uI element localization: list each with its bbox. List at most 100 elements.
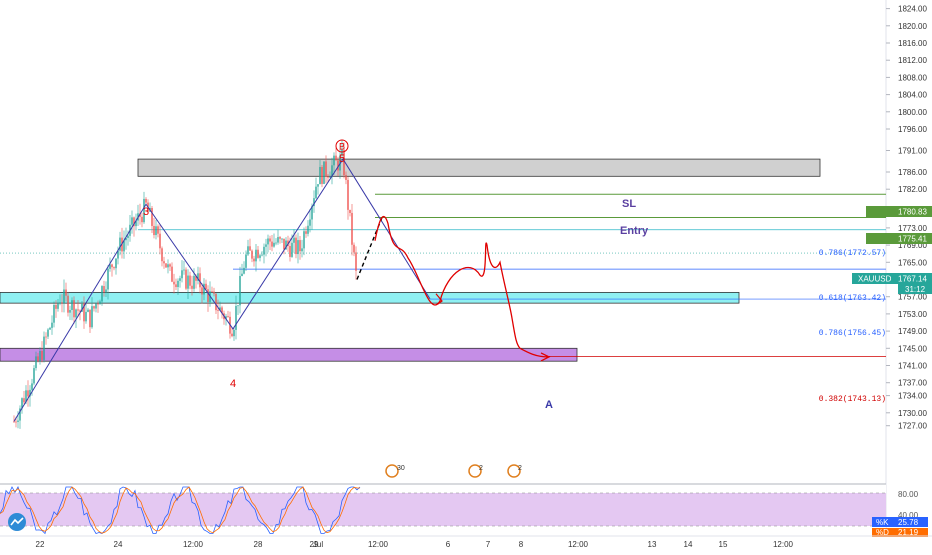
fib-label-1: 0.618(1763.42) [819,294,886,303]
wave-label-a: A [545,399,553,411]
zone-resistance [137,158,821,177]
candle-body [317,184,319,187]
candle-body [239,276,241,306]
y-tick-label: 1800.00 [898,108,927,117]
x-tick-label: 12:00 [183,540,204,549]
candle-body [235,305,237,330]
event-badge-1[interactable]: 2 [468,464,483,478]
x-tick-label: 13 [648,540,657,549]
stoch-d-line [0,486,361,534]
projection-arrowhead-mid [435,293,443,305]
candle-body [133,217,135,227]
candle-body [261,254,263,256]
candle-body [51,322,53,328]
candle-body [259,255,261,258]
candle-body [127,235,129,239]
event-badge-0[interactable]: 30 [385,464,405,478]
candle-body [265,244,267,247]
x-tick-label: 6 [446,540,451,549]
candle-body [89,309,91,328]
candle-body [231,333,233,337]
price-axis[interactable]: 1824.00 1820.00 1816.00 1812.00 1808.00 1804.… [886,5,927,431]
y-tick-label: 1791.00 [898,147,927,156]
candle-body [163,261,165,264]
candle-body [269,238,271,242]
candle-body [257,249,259,258]
candle-body [145,198,147,203]
event-badge-2[interactable]: 2 [507,464,522,478]
candle-body [169,264,171,267]
main-pane-bg [0,0,886,484]
candle-body [185,269,187,289]
x-tick-label: 15 [719,540,728,549]
tradingview-logo-icon[interactable] [8,513,26,531]
candle-body [67,295,69,313]
candle-body [179,278,181,281]
x-tick-label: 28 [254,540,263,549]
y-tick-label: 1812.00 [898,56,927,65]
candle-body [43,336,45,360]
x-tick-label: 12:00 [568,540,589,549]
candle-body [203,283,205,295]
candle-body [205,283,207,290]
candle-body [49,327,51,330]
y-tick-label: 1782.00 [898,185,927,194]
candle-body [291,242,293,257]
candle-body [299,240,301,252]
candle-body [157,226,159,234]
candle-body [99,301,101,305]
x-tick-label: 29 [310,540,319,549]
candle-body [153,225,155,236]
y-tick-label: 1804.00 [898,91,927,100]
candle-body [25,390,27,403]
candle-body [321,166,323,184]
candle-body [161,248,163,262]
y-tick-label: 1757.00 [898,293,927,302]
sl-price-tag-bg [866,206,932,217]
candle-body [199,273,201,288]
candle-body [55,304,57,309]
candle-body [253,258,255,262]
candle-body [177,280,179,288]
wave-label-3: 3 [143,206,149,218]
candle-body [295,237,297,255]
candle-body [45,336,47,338]
candle-body [109,264,111,269]
y-tick-label: 1773.00 [898,224,927,233]
candle-body [191,285,193,289]
y-tick-label: 1824.00 [898,5,927,14]
candle-body [313,198,315,207]
candle-body [79,310,81,312]
stoch-tick-40: 40.00 [898,511,919,520]
candle-body [293,237,295,243]
y-tick-label: 1816.00 [898,39,927,48]
candle-body [135,220,137,227]
candle-body [77,309,79,311]
candle-body [219,307,221,311]
candle-body [319,166,321,185]
candle-body [107,268,109,290]
candle-body [247,246,249,255]
candle-body [303,231,305,249]
stoch-k-tag-bg [872,517,928,527]
zone-support-cyan [0,291,740,304]
x-tick-label: Jul [313,540,323,549]
candle-body [241,273,243,277]
candle-body [35,356,37,369]
fib-label-2: 0.786(1756.45) [819,329,886,338]
candle-body [131,217,133,225]
candle-body [285,240,287,250]
candle-body [69,309,71,313]
projection-arrowhead [540,352,551,362]
candle-body [27,390,29,397]
candle-body [167,264,169,268]
wave-label-b: B [339,142,345,152]
candle-body [21,398,23,409]
x-tick-label: 12:00 [368,540,389,549]
candle-body [85,311,87,322]
candle-body [187,275,189,289]
zones-layer [0,158,821,362]
candle-body [267,238,269,245]
